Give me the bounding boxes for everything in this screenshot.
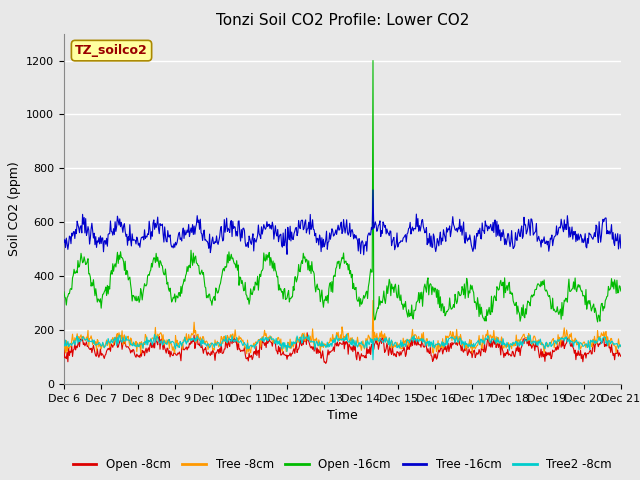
Legend: Open -8cm, Tree -8cm, Open -16cm, Tree -16cm, Tree2 -8cm: Open -8cm, Tree -8cm, Open -16cm, Tree -… bbox=[68, 454, 617, 476]
Text: TZ_soilco2: TZ_soilco2 bbox=[75, 44, 148, 57]
X-axis label: Time: Time bbox=[327, 409, 358, 422]
Title: Tonzi Soil CO2 Profile: Lower CO2: Tonzi Soil CO2 Profile: Lower CO2 bbox=[216, 13, 469, 28]
Y-axis label: Soil CO2 (ppm): Soil CO2 (ppm) bbox=[8, 161, 20, 256]
